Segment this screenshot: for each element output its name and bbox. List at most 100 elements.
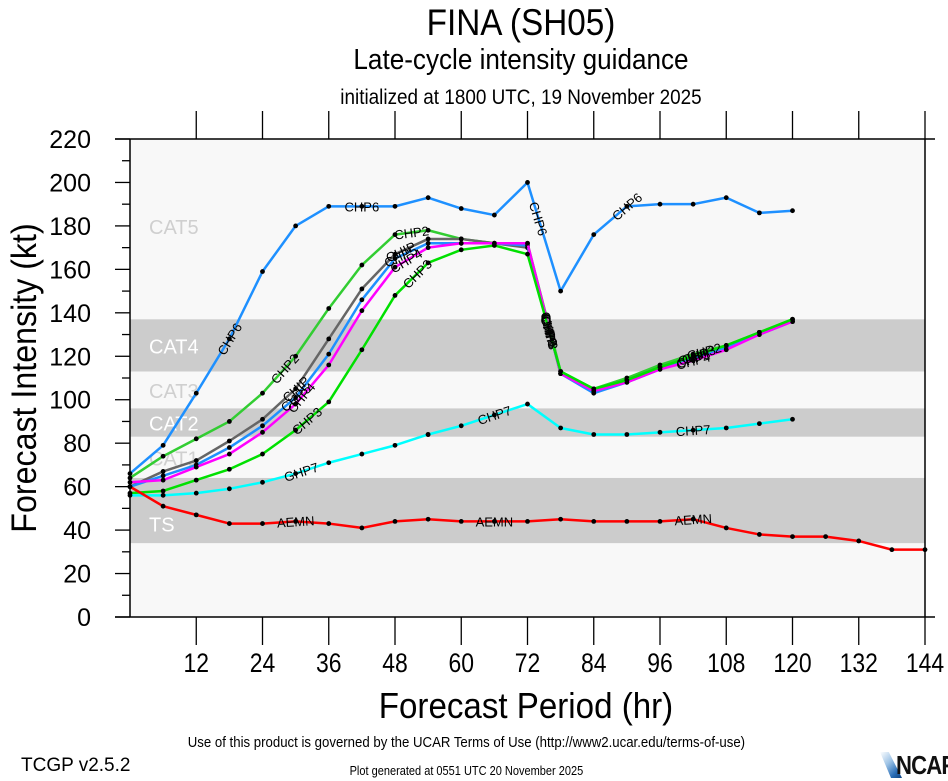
data-point-chp3 [756, 329, 762, 335]
data-point-chp3 [226, 466, 232, 472]
data-point-chp3 [591, 386, 597, 392]
data-point-chp6 [127, 471, 133, 476]
data-point-chp7 [657, 429, 663, 435]
y-axis-label: Forecast Intensity (kt) [6, 223, 45, 532]
data-point-chp7 [756, 421, 762, 427]
data-point-chp5 [160, 473, 166, 479]
data-point-chp6 [293, 223, 299, 229]
data-point-chp3 [359, 347, 365, 353]
data-point-chip [458, 236, 464, 242]
data-point-chp4 [160, 477, 166, 483]
data-point-chp6 [260, 269, 265, 274]
data-point-chp7 [723, 425, 729, 431]
data-point-chp4 [723, 347, 729, 353]
data-point-aemn [723, 525, 729, 531]
data-point-chp3 [326, 399, 332, 405]
data-point-chp3 [525, 251, 530, 257]
data-point-aemn [624, 519, 630, 524]
data-point-aemn [889, 547, 895, 553]
data-point-aemn [558, 516, 564, 522]
data-point-aemn [193, 512, 199, 518]
data-point-aemn [425, 516, 431, 522]
y-tick-label: 200 [49, 169, 91, 197]
data-point-chp2 [226, 419, 232, 424]
terms-of-use-notice: Use of this product is governed by the U… [187, 734, 746, 751]
y-tick-label: 40 [63, 517, 91, 545]
data-point-chp6 [756, 210, 762, 216]
data-point-aemn [657, 519, 663, 524]
data-point-chp3 [193, 477, 199, 483]
data-point-chp6 [326, 203, 332, 209]
data-point-chp4 [326, 362, 332, 368]
data-point-chip [226, 438, 232, 444]
data-point-ghp7 [193, 490, 199, 496]
data-point-chp6 [558, 288, 564, 294]
data-point-chp4 [260, 429, 265, 435]
series-label-chp7: CHP7 [675, 422, 711, 439]
band-label-cat4: CAT4 [149, 336, 199, 358]
data-point-aemn [458, 519, 464, 524]
series-label-aemn: AEMN [674, 511, 712, 528]
band-label-ts: TS [149, 515, 175, 537]
series-label-chp6: CHP6 [345, 199, 380, 214]
data-point-chp3 [260, 451, 265, 457]
data-point-aemn [392, 519, 398, 524]
data-point-aemn [922, 547, 928, 553]
x-tick-label: 36 [316, 648, 342, 678]
data-point-aemn [359, 525, 365, 531]
data-point-chp7 [690, 427, 696, 433]
y-tick-label: 0 [77, 604, 91, 632]
data-point-chp3 [160, 488, 166, 494]
data-point-ghp7 [160, 492, 166, 498]
plot-generated-time: Plot generated at 0551 UTC 20 November 2… [349, 764, 584, 778]
band-label-cat2: CAT2 [149, 414, 199, 436]
data-point-chp3 [491, 243, 497, 248]
data-point-aemn [127, 484, 133, 490]
band-cat2 [130, 408, 925, 437]
data-point-ghp7 [392, 442, 398, 448]
data-point-aemn [790, 534, 795, 540]
data-point-aemn [756, 532, 762, 537]
data-point-chp6 [525, 180, 530, 185]
band-cat4 [130, 319, 925, 372]
data-point-aemn [326, 521, 332, 526]
data-point-chp3 [723, 343, 729, 348]
data-point-chp6 [193, 390, 199, 396]
data-point-chp6 [690, 201, 696, 207]
data-point-chp7 [425, 432, 431, 437]
data-point-chp3 [458, 247, 464, 253]
x-tick-label: 132 [840, 648, 878, 678]
data-point-ghp7 [326, 460, 332, 466]
x-tick-label: 120 [773, 648, 811, 678]
series-group [127, 180, 928, 553]
y-tick-label: 20 [63, 561, 91, 589]
band-ts [130, 477, 925, 544]
data-point-chp5 [260, 423, 265, 429]
data-point-chp3 [657, 364, 663, 370]
data-point-chp3 [425, 260, 431, 266]
data-point-chip [160, 469, 166, 474]
x-tick-label: 24 [250, 648, 276, 678]
data-point-chp2 [359, 262, 365, 268]
data-point-chp3 [293, 427, 299, 433]
x-tick-label: 72 [515, 648, 541, 678]
band-label-cat3: CAT3 [149, 381, 199, 403]
x-tick-label: 12 [183, 648, 209, 678]
ncar-logo: NCAR [880, 750, 948, 780]
data-point-ghp7 [127, 492, 133, 498]
x-tick-label: 48 [382, 648, 408, 678]
data-point-chp5 [293, 395, 299, 400]
series-label-chp2: CHP2 [393, 223, 429, 242]
data-point-chip [359, 286, 365, 292]
data-point-chp6 [491, 212, 497, 218]
data-point-chp4 [690, 358, 696, 364]
data-point-chip [392, 251, 398, 257]
y-tick-label: 80 [63, 430, 91, 458]
axes: 0 20 40 60 80 100 120 140 160 180 200 220 12 24 36 48 60… [49, 111, 944, 678]
series-label-aemn: AEMN [276, 513, 314, 530]
data-point-chip [425, 236, 431, 242]
data-point-chp7 [558, 425, 564, 431]
data-point-chp7 [591, 432, 597, 437]
data-point-ghp7 [359, 451, 365, 457]
series-label-aemn: AEMN [476, 514, 514, 529]
